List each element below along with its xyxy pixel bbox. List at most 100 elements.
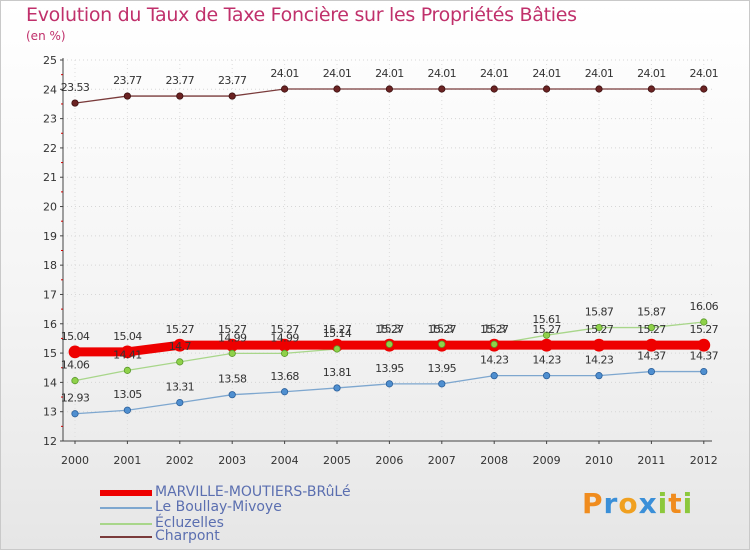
x-tick-label: 2008 [480, 454, 508, 467]
unit-label: (en %) [26, 29, 66, 43]
data-point [542, 85, 551, 93]
data-label: 15.27 [166, 323, 195, 336]
data-label: 14.41 [113, 348, 142, 361]
data-point [595, 85, 603, 93]
data-point [121, 345, 134, 359]
data-point [333, 345, 341, 353]
data-point [176, 399, 184, 407]
data-label: 24.01 [375, 67, 404, 80]
data-label: 15.14 [323, 327, 352, 340]
data-point [647, 85, 656, 93]
data-label: 15.04 [61, 330, 90, 343]
x-tick-label: 2005 [323, 454, 351, 467]
legend-swatch-boullay [100, 507, 152, 509]
data-point [280, 349, 289, 357]
data-point [173, 338, 187, 352]
data-label: 14.23 [585, 354, 614, 367]
data-point [385, 380, 393, 388]
data-label: 14.06 [61, 359, 90, 372]
data-label: 14.23 [480, 354, 509, 367]
data-point [490, 372, 498, 380]
logo-letter: o [618, 487, 639, 520]
y-tick-label: 13 [43, 406, 57, 419]
data-point [700, 318, 708, 326]
data-point [542, 331, 551, 339]
data-label: 14.99 [270, 331, 299, 344]
data-label: 24.01 [637, 67, 666, 80]
legend-swatch-marville [100, 490, 152, 496]
x-tick-label: 2002 [166, 454, 194, 467]
data-label: 14.7 [169, 340, 192, 353]
data-label: 24.01 [428, 67, 457, 80]
data-label: 15.87 [585, 306, 614, 319]
data-point [438, 85, 446, 93]
y-tick-label: 21 [43, 171, 57, 184]
data-label: 15.27 [428, 323, 457, 336]
data-label: 15.04 [113, 330, 142, 343]
data-point [123, 92, 132, 100]
data-point [595, 372, 603, 380]
logo-letter: i [657, 487, 669, 520]
data-point [333, 85, 341, 93]
data-point [700, 367, 708, 376]
data-label: 15.3 [431, 322, 454, 335]
data-label: 15.27 [532, 323, 561, 336]
data-label: 13.68 [270, 370, 299, 383]
data-label: 15.27 [270, 323, 299, 336]
legend-label-ecluzelles: Écluzelles [155, 515, 224, 531]
x-tick-label: 2007 [428, 454, 456, 467]
data-label: 13.58 [218, 373, 247, 386]
data-label: 12.93 [61, 392, 90, 405]
data-label: 23.77 [218, 74, 247, 87]
x-tick-label: 2011 [637, 454, 665, 467]
data-label: 24.01 [532, 67, 561, 80]
y-tick-label: 17 [43, 288, 57, 301]
logo-letter: t [668, 487, 683, 520]
legend-label-marville: MARVILLE-MOUTIERS-BRûLé [155, 484, 351, 500]
chart-title: Evolution du Taux de Taxe Foncière sur l… [26, 4, 577, 26]
data-label: 15.27 [218, 323, 247, 336]
data-point [228, 349, 236, 357]
data-label: 13.31 [166, 381, 195, 394]
logo-letter: i [682, 487, 694, 520]
data-label: 23.77 [166, 74, 195, 87]
data-point [71, 99, 79, 107]
data-label: 24.01 [585, 67, 614, 80]
data-point [647, 323, 656, 332]
data-point [176, 92, 184, 100]
x-tick-label: 2003 [218, 454, 246, 467]
data-point [595, 323, 603, 332]
y-tick-label: 23 [43, 113, 57, 126]
data-label: 15.3 [483, 322, 506, 335]
data-label: 24.01 [323, 67, 352, 80]
data-label: 15.61 [532, 313, 561, 326]
y-tick-label: 15 [43, 347, 57, 360]
data-label: 23.53 [61, 81, 90, 94]
data-label: 24.01 [690, 67, 719, 80]
data-point [71, 410, 79, 418]
data-point [645, 338, 658, 352]
data-label: 14.99 [218, 331, 247, 344]
data-point [385, 85, 393, 93]
data-label: 15.27 [480, 323, 509, 336]
data-point [228, 391, 236, 399]
y-tick-label: 25 [43, 54, 57, 67]
data-point [71, 377, 79, 385]
data-label: 24.01 [270, 67, 299, 80]
data-label: 15.3 [378, 322, 401, 335]
data-point [540, 338, 553, 352]
data-label: 15.27 [375, 323, 404, 336]
data-point [490, 85, 498, 93]
data-point [228, 92, 236, 100]
data-label: 15.27 [637, 323, 666, 336]
logo-letter: r [603, 487, 619, 520]
data-point [68, 345, 82, 359]
data-point [592, 338, 606, 352]
data-point [700, 85, 708, 93]
data-label: 16.06 [690, 300, 719, 313]
data-label: 15.27 [690, 323, 719, 336]
y-tick-label: 22 [43, 142, 57, 155]
data-point [176, 358, 184, 366]
